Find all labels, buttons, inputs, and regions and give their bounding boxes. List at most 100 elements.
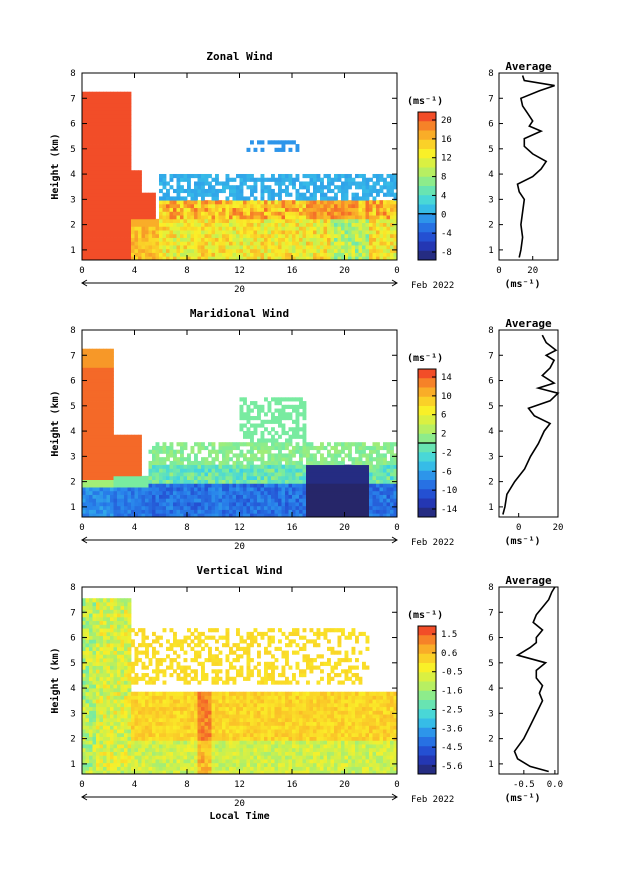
- heatmap-cell: [92, 740, 97, 745]
- heatmap-cell: [239, 237, 244, 242]
- heatmap-cell: [253, 423, 258, 428]
- heatmap-cell: [99, 620, 104, 625]
- heatmap-cell: [82, 710, 86, 715]
- heatmap-cell: [229, 498, 233, 503]
- heatmap-cell: [92, 99, 97, 104]
- heatmap-cell: [358, 256, 363, 261]
- heatmap-cell: [180, 513, 184, 518]
- heatmap-cell: [103, 404, 107, 409]
- heatmap-cell: [103, 177, 107, 182]
- colorbar-segment: [418, 443, 436, 453]
- heatmap-cell: [369, 237, 373, 242]
- heatmap-cell: [372, 464, 377, 469]
- heatmap-cell: [103, 352, 107, 357]
- heatmap-cell: [127, 140, 132, 145]
- average-y-tick-label: 3: [488, 452, 493, 462]
- heatmap-cell: [117, 177, 121, 182]
- heatmap-cell: [106, 445, 111, 451]
- heatmap-cell: [124, 513, 128, 518]
- heatmap-cell: [222, 237, 226, 242]
- heatmap-cell: [264, 449, 268, 454]
- heatmap-cell: [330, 460, 335, 466]
- heatmap-cell: [365, 233, 370, 238]
- heatmap-cell: [243, 472, 247, 477]
- heatmap-cell: [127, 136, 132, 141]
- heatmap-cell: [351, 487, 356, 492]
- heatmap-cell: [89, 114, 93, 119]
- heatmap-cell: [393, 203, 398, 209]
- heatmap-cell: [110, 95, 114, 100]
- heatmap-cell: [376, 460, 380, 466]
- heatmap-cell: [274, 408, 279, 413]
- heatmap-cell: [341, 479, 345, 484]
- heatmap-cell: [313, 513, 317, 518]
- heatmap-cell: [173, 196, 177, 201]
- heatmap-cell: [89, 445, 93, 451]
- heatmap-cell: [120, 95, 125, 100]
- heatmap-cell: [82, 162, 86, 167]
- heatmap-cell: [99, 218, 104, 223]
- heatmap-cell: [148, 256, 153, 261]
- heatmap-cell: [85, 170, 90, 175]
- heatmap-cell: [225, 245, 230, 250]
- heatmap-cell: [257, 416, 261, 421]
- heatmap-cell: [211, 188, 216, 194]
- heatmap-cell: [274, 192, 279, 197]
- heatmap-cell: [96, 423, 100, 428]
- heatmap-cell: [274, 460, 279, 466]
- heatmap-cell: [197, 203, 202, 209]
- heatmap-cell: [246, 233, 251, 238]
- heatmap-cell: [103, 185, 107, 190]
- heatmap-cell: [313, 445, 317, 451]
- heatmap-cell: [309, 509, 314, 514]
- heatmap-cell: [323, 218, 328, 223]
- heatmap-cell: [316, 188, 321, 194]
- heatmap-cell: [92, 230, 97, 235]
- heatmap-cell: [316, 226, 321, 231]
- heatmap-cell: [260, 173, 265, 179]
- heatmap-cell: [306, 460, 310, 466]
- heatmap-cell: [92, 185, 97, 190]
- heatmap-cell: [281, 487, 286, 492]
- heatmap-cell: [82, 95, 86, 100]
- heatmap-cell: [162, 252, 167, 257]
- heatmap-cell: [229, 185, 233, 190]
- heatmap-cell: [285, 241, 289, 246]
- heatmap-cell: [271, 200, 275, 205]
- heatmap-cell: [330, 218, 335, 223]
- y-tick-label: 8: [70, 326, 75, 336]
- heatmap-cell: [92, 393, 97, 398]
- heatmap-cell: [148, 218, 153, 223]
- heatmap-cell: [117, 166, 121, 171]
- heatmap-cell: [288, 513, 293, 518]
- heatmap-cell: [348, 237, 352, 242]
- heatmap-cell: [271, 188, 275, 194]
- heatmap-cell: [274, 218, 279, 223]
- heatmap-cell: [117, 747, 121, 752]
- heatmap-cell: [110, 166, 114, 171]
- heatmap-cell: [92, 237, 97, 242]
- heatmap-cell: [103, 241, 107, 246]
- heatmap-cell: [302, 218, 307, 223]
- heatmap-cell: [302, 475, 307, 480]
- heatmap-cell: [344, 230, 349, 235]
- heatmap-cell: [285, 140, 289, 145]
- heatmap-cell: [176, 256, 181, 261]
- heatmap-cell: [173, 203, 177, 209]
- heatmap-cell: [295, 490, 300, 495]
- heatmap-cell: [358, 211, 363, 216]
- heatmap-cell: [271, 505, 275, 510]
- heatmap-cell: [96, 393, 100, 398]
- heatmap-cell: [99, 740, 104, 745]
- heatmap-cell: [148, 468, 153, 473]
- heatmap-cell: [138, 245, 142, 250]
- heatmap-cell: [341, 468, 345, 473]
- heatmap-cell: [110, 736, 114, 741]
- heatmap-cell: [103, 397, 107, 402]
- heatmap-cell: [180, 211, 184, 216]
- heatmap-cell: [239, 460, 244, 466]
- heatmap-cell: [82, 457, 86, 462]
- heatmap-cell: [390, 494, 394, 499]
- heatmap-cell: [96, 460, 100, 466]
- heatmap-cell: [82, 691, 86, 696]
